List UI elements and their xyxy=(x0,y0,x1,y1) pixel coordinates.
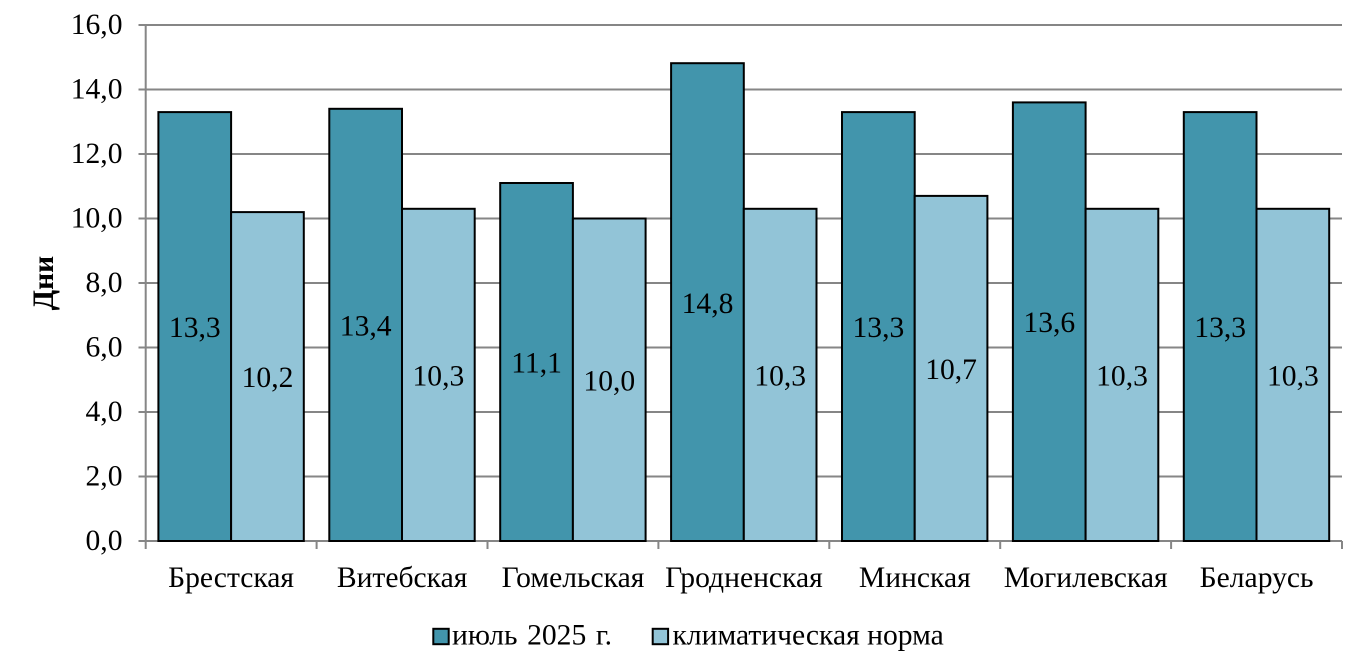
svg-text:июль 2025 г.: июль 2025 г. xyxy=(452,620,612,652)
svg-text:Могилевская: Могилевская xyxy=(1004,562,1168,594)
svg-text:10,3: 10,3 xyxy=(413,360,465,392)
svg-text:10,3: 10,3 xyxy=(1096,360,1148,392)
svg-text:10,7: 10,7 xyxy=(925,354,977,386)
svg-text:2,0: 2,0 xyxy=(86,461,123,493)
svg-text:13,3: 13,3 xyxy=(169,312,221,344)
svg-text:Брестская: Брестская xyxy=(168,562,294,594)
svg-text:10,2: 10,2 xyxy=(242,362,294,394)
svg-text:8,0: 8,0 xyxy=(86,267,123,299)
svg-text:климатическая норма: климатическая норма xyxy=(673,620,944,652)
svg-text:Витебская: Витебская xyxy=(337,562,468,594)
svg-text:14,0: 14,0 xyxy=(71,74,123,106)
svg-text:4,0: 4,0 xyxy=(86,396,123,428)
svg-text:14,8: 14,8 xyxy=(682,288,734,320)
svg-text:10,0: 10,0 xyxy=(583,365,635,397)
svg-text:10,3: 10,3 xyxy=(1267,360,1319,392)
svg-text:13,4: 13,4 xyxy=(340,310,392,342)
svg-text:16,0: 16,0 xyxy=(71,9,123,41)
svg-text:6,0: 6,0 xyxy=(86,332,123,364)
svg-text:Беларусь: Беларусь xyxy=(1200,562,1314,594)
svg-text:Гродненская: Гродненская xyxy=(665,562,823,594)
svg-text:Минская: Минская xyxy=(859,562,971,594)
svg-text:0,0: 0,0 xyxy=(86,525,123,557)
svg-text:11,1: 11,1 xyxy=(511,348,562,380)
svg-text:12,0: 12,0 xyxy=(71,138,123,170)
svg-text:Дни: Дни xyxy=(28,256,60,310)
svg-text:13,6: 13,6 xyxy=(1023,307,1075,339)
svg-text:Гомельская: Гомельская xyxy=(502,562,645,594)
svg-text:13,3: 13,3 xyxy=(1194,312,1246,344)
svg-text:10,0: 10,0 xyxy=(71,203,123,235)
svg-text:10,3: 10,3 xyxy=(754,360,806,392)
svg-text:13,3: 13,3 xyxy=(853,312,905,344)
